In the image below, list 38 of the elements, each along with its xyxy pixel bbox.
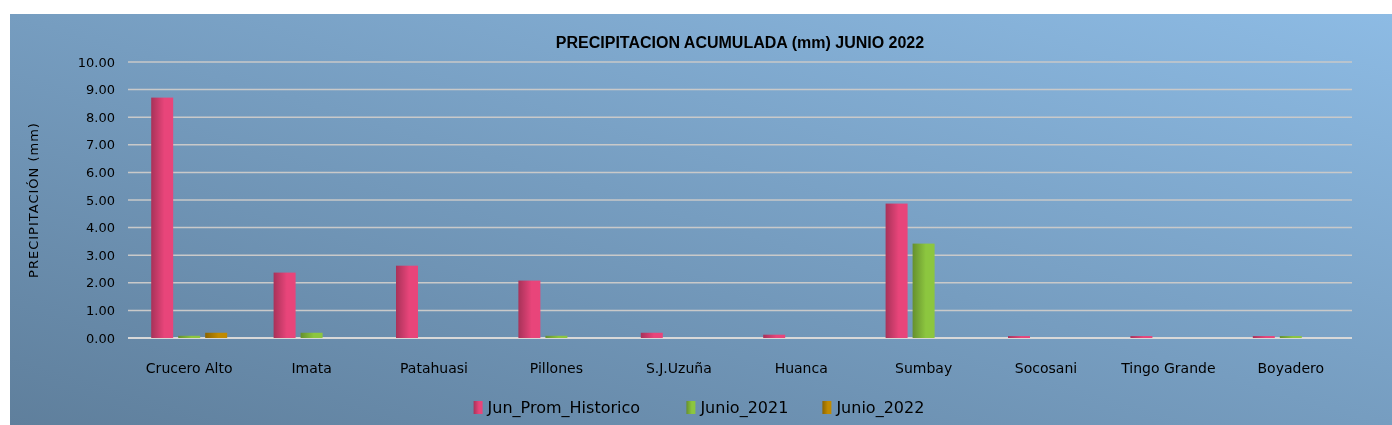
x-tick-label: Sumbay xyxy=(895,360,953,376)
y-tick-label: 10.00 xyxy=(77,54,115,70)
y-tick-label: 0.00 xyxy=(86,330,115,346)
bar xyxy=(396,265,418,338)
y-tick-label: 3.00 xyxy=(86,247,115,263)
y-tick-label: 9.00 xyxy=(86,82,115,98)
bar xyxy=(178,335,201,338)
y-tick-label: 4.00 xyxy=(86,220,115,236)
y-tick-label: 6.00 xyxy=(86,164,115,180)
legend-label: Junio_2022 xyxy=(835,398,925,418)
bar xyxy=(640,332,663,338)
y-tick-label: 8.00 xyxy=(86,109,115,125)
y-tick-label: 1.00 xyxy=(86,302,115,318)
x-tick-label: Boyadero xyxy=(1257,360,1325,376)
x-tick-label: Patahuasi xyxy=(400,360,468,376)
bar xyxy=(300,332,323,338)
y-tick-label: 7.00 xyxy=(86,137,115,153)
bar xyxy=(273,272,296,338)
x-tick-label: Imata xyxy=(291,360,332,376)
bar xyxy=(545,335,568,338)
y-axis-title: PRECIPITACIÓN (mm) xyxy=(26,122,41,278)
x-tick-label: Crucero Alto xyxy=(145,360,233,376)
legend-label: Junio_2021 xyxy=(699,398,789,418)
bar xyxy=(518,280,541,338)
x-tick-label: Pillones xyxy=(529,360,583,376)
x-tick-label: S.J.Uzuña xyxy=(645,360,712,376)
chart-title: PRECIPITACION ACUMULADA (mm) JUNIO 2022 xyxy=(555,34,925,51)
y-tick-label: 5.00 xyxy=(86,192,115,208)
bar xyxy=(885,203,908,338)
y-tick-label: 2.00 xyxy=(86,275,115,291)
x-tick-label: Socosani xyxy=(1014,360,1078,376)
x-tick-label: Tingo Grande xyxy=(1120,360,1216,376)
x-tick-label: Huanca xyxy=(774,360,828,376)
bar xyxy=(912,243,935,338)
bar xyxy=(151,97,174,338)
bar xyxy=(763,334,786,338)
bar xyxy=(205,332,228,338)
legend-label: Jun_Prom_Historico xyxy=(486,398,641,418)
